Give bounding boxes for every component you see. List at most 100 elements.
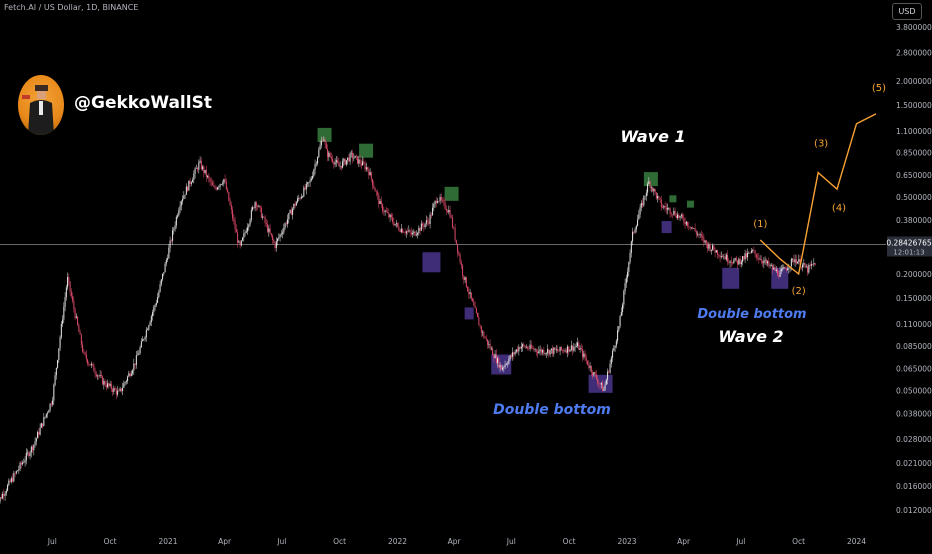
- candle: [682, 214, 684, 218]
- current-price-text: 0.28426765: [886, 238, 932, 247]
- candle: [559, 346, 561, 352]
- candle: [758, 257, 760, 260]
- currency-button[interactable]: USD: [892, 3, 922, 20]
- candle: [679, 216, 681, 218]
- candle: [399, 230, 401, 232]
- candle: [365, 167, 367, 170]
- candle: [423, 225, 425, 227]
- candle: [633, 231, 635, 233]
- candle: [69, 281, 71, 292]
- candle: [412, 233, 414, 235]
- candle: [74, 309, 76, 318]
- candle: [602, 383, 604, 392]
- candle: [355, 155, 357, 157]
- candle: [490, 348, 492, 350]
- candle: [779, 271, 781, 277]
- candle: [352, 152, 354, 159]
- candle: [164, 263, 166, 273]
- candle: [395, 223, 397, 225]
- candle: [640, 202, 642, 208]
- candle: [57, 359, 59, 368]
- candle: [249, 219, 251, 225]
- candle: [29, 452, 31, 457]
- candle: [305, 183, 307, 190]
- candle: [209, 178, 211, 182]
- candle: [160, 279, 162, 285]
- candle: [113, 388, 115, 392]
- wave-projection-line[interactable]: [759, 113, 877, 276]
- candle: [140, 341, 142, 348]
- candle: [725, 254, 727, 260]
- candle: [530, 344, 532, 349]
- candle: [258, 205, 260, 207]
- candle: [410, 232, 412, 235]
- candle: [645, 192, 647, 196]
- candle: [187, 186, 189, 191]
- candle: [678, 214, 680, 218]
- candle: [2, 493, 4, 499]
- candle: [75, 316, 77, 318]
- candle: [297, 198, 299, 203]
- candle: [432, 207, 434, 216]
- candle: [54, 375, 56, 386]
- candle: [635, 225, 637, 230]
- candle: [610, 357, 612, 364]
- candle: [389, 214, 391, 218]
- y-tick-label: 0.20000000: [896, 270, 932, 279]
- candle: [617, 330, 619, 341]
- candle: [600, 383, 602, 385]
- candle: [304, 187, 306, 190]
- candle: [332, 158, 334, 163]
- candle: [203, 166, 205, 173]
- x-tick-label: 2022: [388, 537, 407, 546]
- candle: [83, 351, 85, 353]
- x-tick-label: 2021: [158, 537, 177, 546]
- candle: [287, 219, 289, 225]
- candle: [415, 234, 417, 236]
- candle: [18, 468, 20, 471]
- candle: [522, 344, 524, 347]
- candle: [204, 169, 206, 173]
- candle: [529, 344, 531, 349]
- candle: [58, 348, 60, 360]
- candle: [479, 325, 481, 327]
- candle: [714, 249, 716, 253]
- avatar: [18, 75, 64, 135]
- candle: [94, 371, 96, 374]
- candle: [742, 256, 744, 262]
- candle: [445, 208, 447, 211]
- candle: [192, 179, 194, 183]
- candle: [577, 342, 579, 347]
- candle: [169, 240, 171, 248]
- candle: [7, 485, 9, 491]
- candle: [145, 329, 147, 337]
- candle: [689, 226, 691, 229]
- candle: [93, 364, 95, 372]
- candle: [188, 180, 190, 191]
- candle: [128, 373, 130, 377]
- candle: [609, 363, 611, 373]
- candle: [552, 348, 554, 354]
- candle: [595, 374, 597, 380]
- candle: [444, 201, 446, 209]
- candle: [82, 344, 84, 352]
- candle: [514, 351, 516, 355]
- candle: [30, 446, 32, 453]
- candle: [263, 216, 265, 218]
- candle: [784, 266, 786, 269]
- candle: [685, 221, 687, 225]
- candle: [362, 161, 364, 166]
- candle: [648, 181, 650, 184]
- candle: [194, 168, 196, 174]
- candle: [478, 317, 480, 326]
- candle: [38, 432, 40, 435]
- candle: [510, 355, 512, 357]
- candle: [542, 350, 544, 353]
- y-tick-label: 0.65000000: [896, 171, 932, 180]
- candle: [703, 237, 705, 243]
- candle: [433, 204, 435, 208]
- candle: [159, 284, 161, 292]
- candle: [418, 227, 420, 234]
